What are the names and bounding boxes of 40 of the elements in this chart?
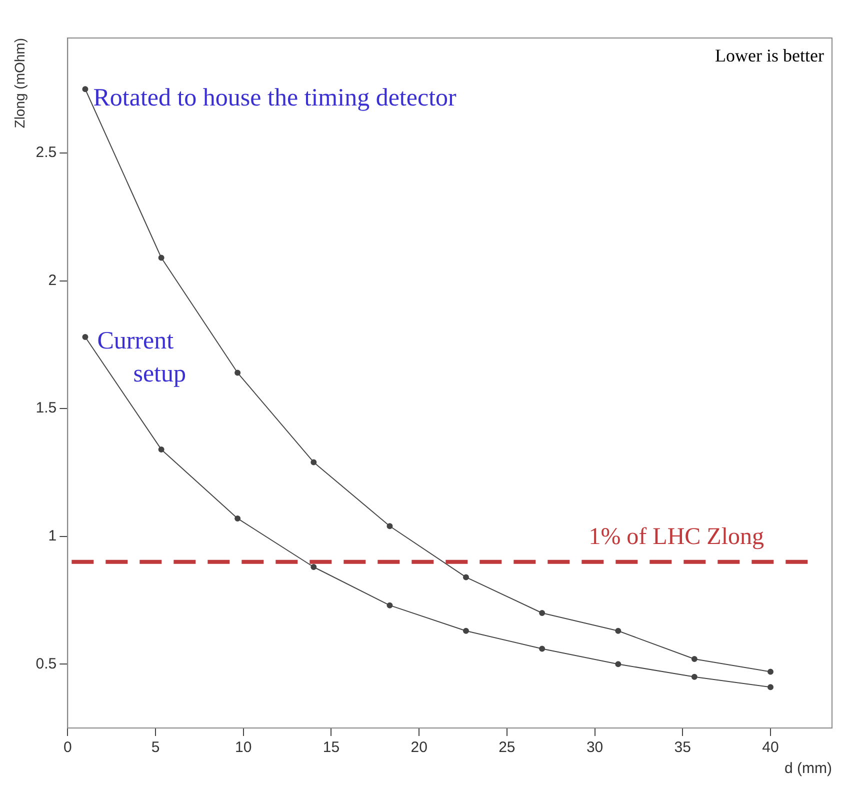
x-tick-label: 10: [235, 739, 252, 756]
point: [82, 86, 88, 92]
x-tick-label: 40: [762, 739, 779, 756]
y-tick-label: 1: [48, 527, 57, 544]
point: [234, 515, 241, 522]
y-tick-label: 2.5: [36, 144, 57, 162]
x-tick-label: 30: [586, 739, 604, 756]
point: [158, 254, 164, 261]
series-label: Current setup: [97, 328, 186, 388]
x-tick-label: 0: [63, 739, 72, 756]
x-tick-label: 25: [498, 739, 516, 756]
point: [462, 574, 469, 580]
point: [691, 674, 698, 680]
ref-line-label: 1% of LHC Zlong: [588, 524, 764, 550]
point: [82, 334, 88, 340]
point: [539, 610, 546, 616]
point: [386, 602, 393, 608]
y-tick-label: 1.5: [36, 400, 57, 417]
x-tick-label: 35: [674, 739, 691, 756]
point: [310, 459, 317, 466]
y-tick-label: 0.5: [36, 655, 57, 672]
point: [158, 446, 164, 452]
y-axis-title: Zlong (mOhm): [11, 38, 28, 128]
point: [691, 656, 698, 662]
x-axis-title: d (mm): [784, 760, 832, 778]
point: [386, 523, 393, 530]
annotation: Lower is better: [715, 46, 824, 66]
x-tick-label: 5: [151, 739, 160, 756]
series-label: Rotated to house the timing detector: [93, 84, 458, 112]
point: [539, 646, 546, 652]
x-tick-label: 20: [410, 739, 428, 756]
x-tick-label: 15: [322, 739, 340, 756]
point: [310, 564, 317, 570]
point: [768, 684, 774, 690]
point: [234, 370, 241, 376]
point: [768, 668, 774, 675]
point: [462, 628, 469, 634]
point: [615, 628, 622, 634]
y-tick-label: 2: [48, 272, 57, 289]
point: [615, 661, 622, 668]
